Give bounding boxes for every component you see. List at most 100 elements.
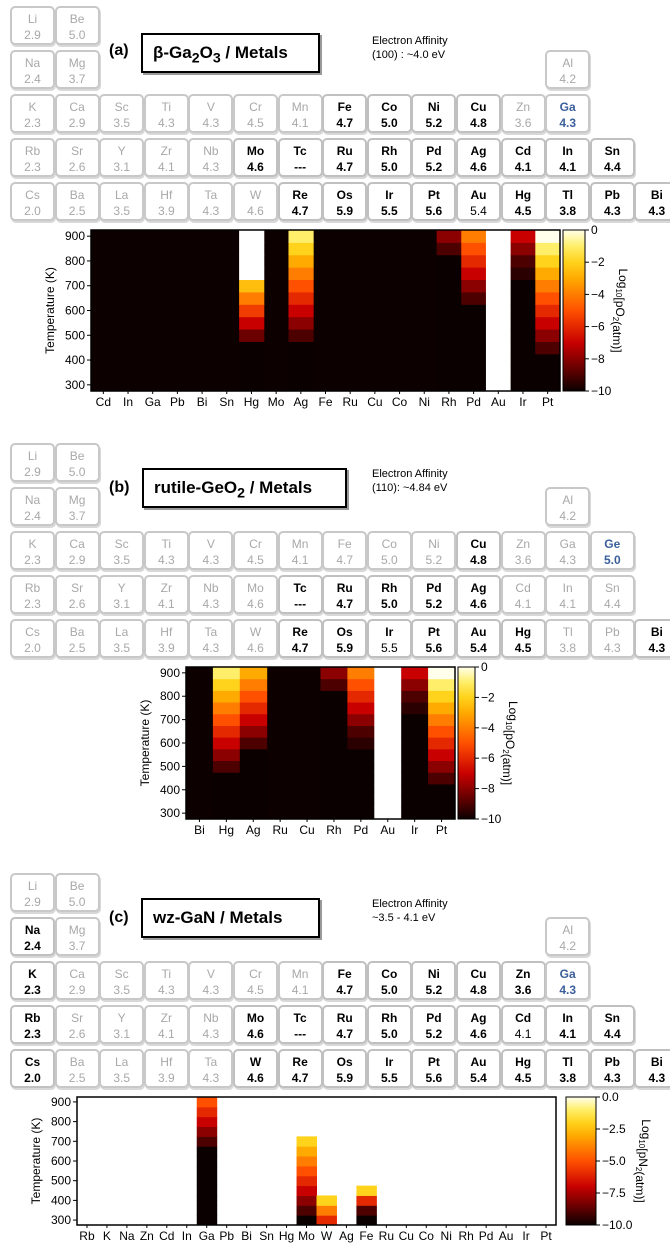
heatmap-cell-au-450 (374, 772, 402, 785)
element-symbol: Ca (69, 537, 85, 551)
element-tile-ba: Ba 2.5 (54, 182, 100, 221)
heatmap-cell-ir-450 (401, 772, 429, 785)
element-tile-ti: Ti 4.3 (143, 961, 189, 1000)
work-function-value: 4.3 (202, 116, 220, 130)
element-tile-mn: Mn 4.1 (277, 961, 323, 1000)
heatmap-cell-ir-350 (401, 795, 429, 808)
element-tile-ta: Ta 4.3 (188, 182, 234, 221)
element-symbol: Ni (428, 537, 440, 551)
y-tick-label: 300 (65, 378, 85, 392)
work-function-value: 4.1 (514, 1027, 532, 1041)
element-symbol: Co (381, 967, 398, 981)
heatmap-cell-hg-800 (212, 690, 241, 703)
work-function-value: 4.1 (157, 597, 175, 611)
x-tick-label: Hg (219, 823, 234, 837)
heatmap-cell-hg-450 (239, 341, 265, 355)
heatmap-cell-hg-700 (239, 279, 265, 293)
element-tile-cr: Cr 4.5 (233, 531, 278, 570)
heatmap-cell-pt-700 (535, 279, 561, 293)
heatmap-cell-pd-500 (461, 329, 487, 342)
element-symbol: Pb (604, 188, 620, 202)
work-function-value: 5.0 (380, 983, 398, 997)
colorbar-label: Log10[pO2(atm)] (610, 268, 630, 352)
element-symbol: Rh (381, 581, 398, 595)
heatmap-cell-hg-300 (239, 378, 265, 392)
heatmap-cell-ag-600 (239, 737, 268, 750)
colorbar-tick-label: −5.0 (602, 1154, 626, 1168)
element-symbol: Sr (71, 581, 84, 595)
x-tick-label: Fe (359, 1229, 373, 1243)
heatmap-cell-pt-900 (535, 230, 561, 243)
y-tick-label: 600 (51, 1154, 71, 1168)
heatmap-cell-ag-750 (239, 702, 268, 715)
element-tile-zn: Zn 3.6 (500, 961, 546, 1000)
element-tile-k: K 2.3 (10, 531, 55, 570)
heatmap-cell-ga-500 (196, 1175, 218, 1187)
work-function-value: 3.6 (514, 553, 532, 567)
element-symbol: K (28, 100, 37, 114)
element-tile-ga: Ga 4.3 (545, 531, 591, 570)
work-function-value: 4.2 (559, 939, 577, 953)
element-symbol: Sc (114, 537, 129, 551)
heatmap-cell-ir-350 (510, 366, 536, 380)
heatmap-cell-pt-800 (535, 254, 561, 268)
work-function-value: 4.6 (470, 1027, 487, 1041)
work-function-value: 5.5 (380, 641, 398, 655)
heatmap-cell-pt-300 (428, 807, 456, 820)
element-tile-rh: Rh 5.0 (366, 1005, 412, 1044)
heatmap-cell-mo-500 (296, 1175, 317, 1187)
element-symbol: V (206, 100, 215, 114)
element-tile-tl: Tl 3.8 (545, 619, 591, 658)
work-function-value: 3.5 (113, 983, 131, 997)
heatmap-cell-ir-700 (510, 279, 536, 293)
heatmap-chart-b: Bi Hg Ag Ru Cu Rh Pd Au Ir Pt 300 400 500 600 700 800 90… (138, 660, 520, 837)
element-tile-hf: Hf 3.9 (143, 182, 189, 221)
heatmap-cell-ir-600 (401, 737, 429, 750)
heatmap-cell-au-550 (485, 316, 512, 330)
element-tile-pb: Pb 4.3 (589, 619, 635, 658)
work-function-value: 4.3 (559, 983, 577, 997)
heatmap-cell-au-800 (374, 690, 402, 703)
x-tick-label: Au (491, 395, 506, 409)
heatmap-cell-ir-650 (510, 291, 536, 305)
element-symbol: Nb (203, 144, 219, 158)
work-function-value: 4.6 (247, 641, 264, 655)
work-function-value: 3.9 (157, 204, 175, 218)
work-function-value: 4.3 (559, 553, 577, 567)
element-symbol: Nb (203, 1011, 219, 1025)
work-function-value: 4.2 (559, 509, 577, 523)
element-symbol: Cu (470, 537, 487, 551)
ea-value-b: (110): ~4.84 eV (372, 482, 448, 494)
element-symbol: Re (292, 188, 308, 202)
element-tile-cr: Cr 4.5 (233, 961, 278, 1000)
heatmap-cell-ir-750 (510, 267, 536, 281)
element-symbol: Cr (249, 537, 262, 551)
heatmap-cell-au-900 (485, 230, 512, 243)
heatmap-cell-pd-400 (347, 783, 375, 797)
heatmap-cell-ag-350 (288, 366, 314, 380)
work-function-value: 4.5 (247, 116, 264, 130)
heatmap-cell-pt-650 (535, 291, 561, 305)
element-symbol: Ru (336, 581, 353, 595)
x-tick-label: Hg (279, 1229, 294, 1243)
element-tile-pd: Pd 5.2 (411, 138, 457, 177)
element-tile-li: Li 2.9 (10, 443, 55, 482)
heatmap-cell-ga-600 (196, 1156, 218, 1167)
work-function-value: 2.9 (68, 116, 86, 130)
y-tick-label: 600 (160, 736, 180, 750)
element-symbol: Hg (515, 625, 532, 639)
element-tile-ca: Ca 2.9 (54, 961, 100, 1000)
element-tile-mn: Mn 4.1 (277, 531, 323, 570)
heatmap-cell-pt-300 (535, 378, 561, 392)
panel-title-a: β-Ga2O3 / Metals (141, 33, 320, 73)
element-tile-co: Co 5.0 (366, 961, 412, 1000)
work-function-value: 4.4 (603, 597, 621, 611)
heatmap-cell-pt-450 (428, 772, 456, 785)
work-function-value: 4.6 (247, 1027, 264, 1041)
heatmap-cell-ag-750 (288, 267, 314, 281)
work-function-value: 4.6 (247, 1071, 264, 1085)
x-tick-label: Sn (259, 1229, 274, 1243)
work-function-value: 4.1 (291, 116, 309, 130)
heatmap-cell-pd-550 (347, 748, 375, 762)
heatmap-cell-pt-550 (428, 748, 456, 762)
